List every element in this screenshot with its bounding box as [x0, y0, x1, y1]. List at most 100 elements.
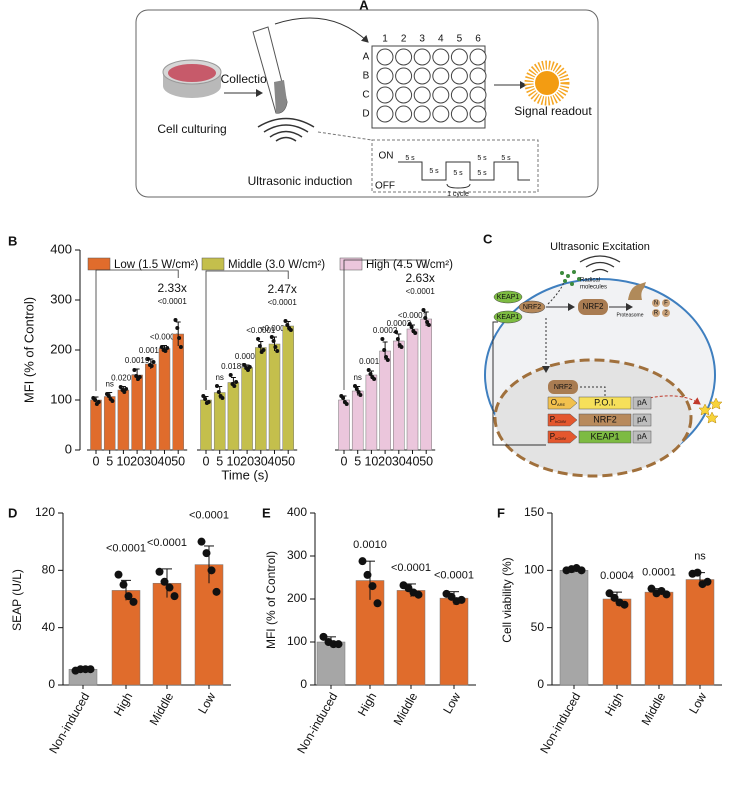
data-point — [246, 368, 250, 372]
bar — [316, 641, 346, 686]
x-tick-label: 20 — [130, 454, 144, 468]
p-value: 0.0011 — [139, 346, 163, 355]
y-axis-label: MFI (% of Control) — [21, 297, 36, 403]
x-tick-label: 50 — [281, 454, 295, 468]
promoter — [547, 396, 578, 410]
data-point — [368, 582, 377, 591]
legend-label: Middle (3.0 W/cm²) — [228, 259, 325, 271]
data-point — [93, 398, 98, 402]
data-point — [413, 331, 418, 335]
data-point — [165, 346, 170, 350]
column-label: 3 — [419, 34, 425, 45]
y-axis-label: MFI (% of Control) — [264, 551, 278, 649]
y-tick-label: 100 — [287, 634, 307, 648]
legend-swatch — [339, 257, 363, 271]
pulse-labels: 5 s 5 s 5 s 5 s 5 s 5 s — [405, 155, 511, 177]
bar — [194, 564, 224, 686]
p-value: 0.0001 — [235, 352, 260, 361]
data-point — [220, 396, 225, 400]
x-tick-label: 5 — [354, 454, 361, 468]
bar — [393, 340, 405, 451]
data-point — [203, 397, 208, 401]
radicals — [560, 270, 581, 286]
label: Signal readout — [514, 104, 592, 118]
column-label: 2 — [401, 34, 407, 45]
bar — [282, 325, 294, 451]
nrf2 — [578, 299, 608, 315]
data-point — [257, 344, 262, 348]
panel-label: A — [359, 0, 369, 12]
p-value: <0.0001 — [406, 287, 436, 296]
panel-label: C — [483, 231, 493, 246]
p-value: ns — [694, 551, 706, 563]
well — [376, 105, 394, 123]
tail — [632, 413, 652, 427]
data-point — [247, 365, 252, 369]
well — [432, 86, 450, 104]
data-point — [114, 570, 123, 579]
well — [395, 105, 413, 123]
x-axis-label: Time (s) — [221, 467, 268, 482]
waves — [257, 117, 315, 142]
fragment-label: F — [664, 301, 668, 307]
bar — [145, 363, 157, 451]
row-label: A — [363, 52, 370, 63]
promoter-main: P — [550, 415, 555, 424]
data-point — [353, 384, 357, 388]
p-value: <0.0001 — [189, 510, 229, 522]
data-point — [380, 337, 385, 341]
data-point — [373, 599, 382, 608]
data-point — [155, 567, 164, 576]
promoter-sub: ARE — [557, 402, 566, 407]
x-tick-label: 0 — [203, 454, 210, 468]
data-point — [577, 566, 586, 575]
y-tick-label: 0 — [48, 677, 55, 691]
data-point — [160, 577, 169, 586]
data-point — [395, 337, 400, 341]
data-point — [358, 557, 367, 566]
tail-label: pA — [637, 415, 647, 424]
label: Radical — [580, 278, 600, 284]
bar — [685, 579, 715, 686]
p-value: 0.0188 — [221, 362, 246, 371]
y-tick-label: 40 — [42, 620, 56, 634]
well — [469, 48, 487, 66]
data-point — [358, 393, 363, 397]
fold-change: 2.33x — [158, 281, 187, 295]
y-tick-label: 0 — [65, 441, 72, 456]
data-point — [288, 328, 293, 332]
well — [450, 48, 468, 66]
promoter-sub: hCMV — [555, 436, 566, 441]
promoter-main: P — [550, 432, 555, 441]
data-point — [662, 590, 671, 599]
data-point — [212, 587, 221, 596]
x-tick-label: Middle — [147, 690, 177, 728]
bar — [241, 367, 253, 451]
promoter-label: PhCMV — [550, 415, 567, 424]
bar — [213, 392, 226, 451]
well — [413, 86, 431, 104]
label: NRF2 — [523, 304, 541, 311]
label: Proteasome — [617, 312, 644, 318]
data-point — [242, 363, 247, 367]
well — [413, 48, 431, 66]
x-tick-label: 30 — [144, 454, 158, 468]
gene — [578, 396, 632, 410]
pulse-label: 5 s — [453, 170, 463, 177]
row-label: C — [362, 90, 369, 101]
column-label: 1 — [382, 34, 388, 45]
x-tick-label: 20 — [378, 454, 392, 468]
cassettes: OARE P.O.I. pA PhCMV NRF2 pA PhCMV KEAP1 pA — [547, 396, 652, 444]
y-tick-label: 80 — [42, 563, 56, 577]
well — [469, 86, 487, 104]
x-tick-label: 20 — [240, 454, 254, 468]
data-point — [269, 335, 274, 339]
data-point — [86, 665, 95, 674]
x-tick-label: 10 — [226, 454, 240, 468]
panel-a: A Cell culturing Collection Signal reado… — [135, 0, 599, 198]
p-value: 0.0002 — [387, 319, 412, 328]
well — [450, 67, 468, 85]
well — [376, 86, 394, 104]
fragment — [652, 309, 660, 317]
x-tick-label: 40 — [158, 454, 172, 468]
